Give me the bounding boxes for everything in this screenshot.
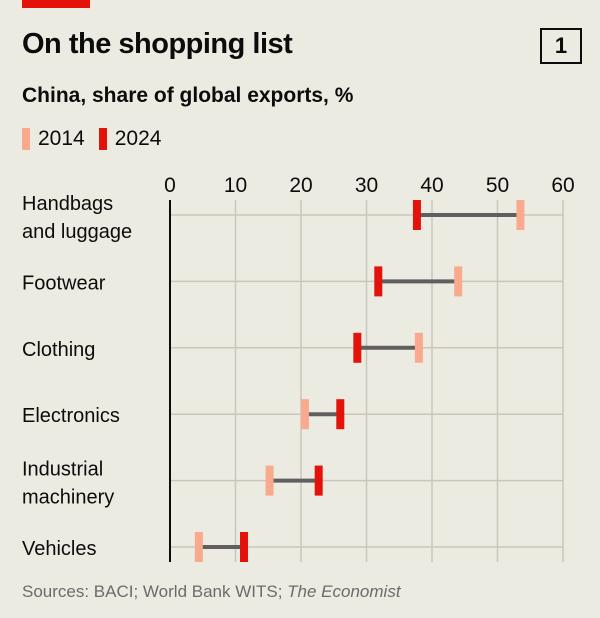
marker-2014 (414, 332, 423, 363)
category-label: Industrial machinery (22, 459, 114, 509)
source-text: Sources: BACI; World Bank WITS; (22, 582, 288, 601)
category-label: Footwear (22, 272, 106, 294)
legend-label: 2024 (114, 127, 162, 150)
x-tick-label: 30 (355, 174, 378, 197)
marker-2024 (412, 200, 421, 230)
marker-2014 (194, 532, 203, 562)
chart-subtitle: China, share of global exports, % (22, 84, 354, 107)
x-tick-label: 40 (420, 174, 443, 197)
legend: 2014 2024 (22, 127, 161, 151)
marker-2014 (454, 266, 463, 297)
source-publication: The Economist (287, 582, 401, 601)
x-tick-label: 10 (224, 174, 247, 197)
legend-label: 2014 (38, 127, 85, 150)
x-tick-label: 60 (551, 174, 574, 197)
x-tick-label: 0 (164, 174, 176, 197)
chart-title: On the shopping list (22, 28, 293, 60)
brand-bar (22, 0, 90, 8)
legend-item-2024: 2024 (98, 127, 162, 151)
chart-number-badge: 1 (540, 28, 582, 64)
x-tick-label: 20 (289, 174, 312, 197)
category-label: Handbags and luggage (22, 193, 132, 243)
category-label: Electronics (22, 405, 120, 427)
marker-2024 (314, 465, 323, 496)
source-note: Sources: BACI; World Bank WITS; The Econ… (22, 582, 401, 602)
legend-swatch-2024 (98, 128, 107, 150)
legend-item-2014: 2014 (22, 127, 85, 151)
marker-2024 (374, 266, 383, 297)
x-tick-label: 50 (486, 174, 509, 197)
marker-2024 (353, 332, 362, 363)
marker-2014 (300, 399, 309, 430)
marker-2024 (336, 399, 345, 430)
marker-2024 (240, 532, 249, 562)
marker-2014 (516, 200, 525, 230)
category-label: Vehicles (22, 538, 97, 560)
category-label: Clothing (22, 339, 95, 361)
marker-2014 (265, 465, 274, 496)
legend-swatch-2014 (22, 128, 30, 150)
